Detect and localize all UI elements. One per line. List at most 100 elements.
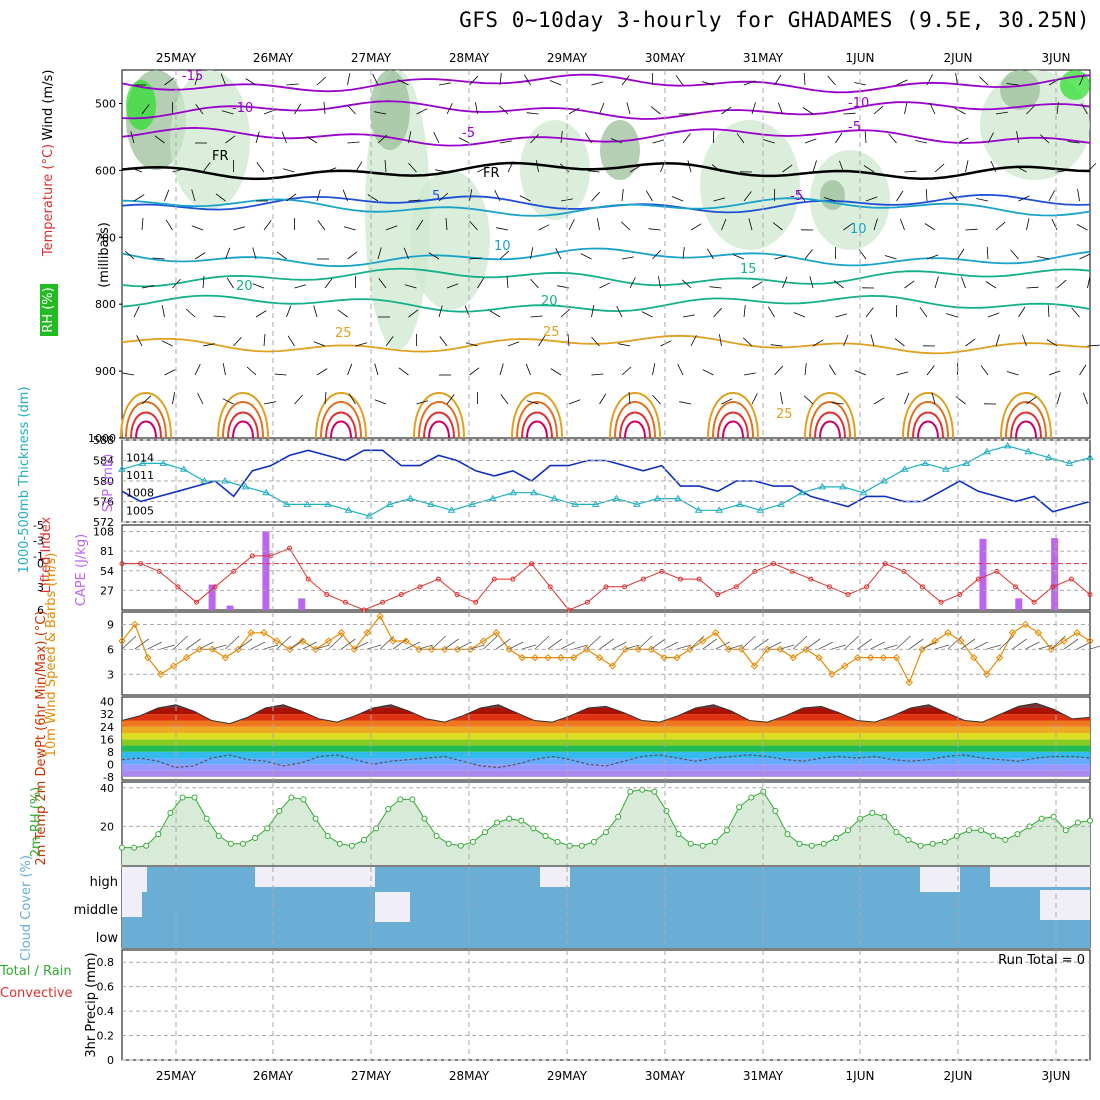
wind-barb-10-11 <box>446 394 455 405</box>
wind-barb-1-10 <box>164 369 176 376</box>
wind-point-14 <box>298 637 307 645</box>
wind-barb-25-2 <box>888 133 897 144</box>
wind-barb-30-4 <box>1048 190 1055 202</box>
bl-contour-0-2 <box>130 411 162 439</box>
rh-point-23 <box>397 796 404 803</box>
rh-point-46 <box>675 831 682 838</box>
slp-point-30 <box>735 500 744 507</box>
rh-point-10 <box>240 840 246 847</box>
wind-point-55 <box>828 670 836 678</box>
wind-point-68 <box>995 653 1004 662</box>
contour-label-1: -10 <box>232 101 253 116</box>
wind10m-barb-69 <box>1012 638 1027 650</box>
wind-barb-25-11 <box>904 392 910 405</box>
wind-barb-12-2 <box>499 140 512 144</box>
li-point-20 <box>491 576 497 582</box>
slp-point-7 <box>262 488 271 496</box>
wind10m-barb-52 <box>792 635 808 650</box>
wind-barb-26-5 <box>924 223 936 231</box>
wind-barb-6-4 <box>316 189 321 202</box>
wind10m-barb-8 <box>224 635 240 650</box>
wind-point-74 <box>1073 629 1081 637</box>
wind-barb-22-6 <box>804 249 813 260</box>
wind-barb-16-5 <box>620 221 631 231</box>
wind-barb-8-3 <box>384 159 387 173</box>
wind10m-barb-56 <box>844 635 860 650</box>
wind-barb-0-3 <box>130 167 143 173</box>
wind-barb-0-6 <box>124 250 135 260</box>
li-point-36 <box>789 568 795 574</box>
wind-barb-24-9 <box>870 334 875 347</box>
li-point-46 <box>975 576 981 582</box>
wind10m-barb-17 <box>341 638 356 650</box>
wind-barb-8-0 <box>372 74 379 86</box>
rh-point-44 <box>651 788 658 795</box>
wind-barb-2-0 <box>194 73 199 86</box>
wind10m-barb-42 <box>663 641 679 650</box>
ylabel-pressure: (millibars) <box>97 222 112 288</box>
temp-band-7 <box>122 726 1090 734</box>
wind-barb-22-9 <box>812 339 824 347</box>
date-bottom-28MAY: 28MAY <box>449 1069 490 1083</box>
wind-barb-30-8 <box>1047 304 1050 318</box>
wind-barb-7-3 <box>355 161 363 173</box>
li-point-23 <box>547 584 553 590</box>
wind-barb-26-0 <box>926 74 933 86</box>
isotherm-9 <box>121 334 1091 355</box>
wind-barb-3-1 <box>221 110 234 115</box>
date-top-29MAY: 29MAY <box>547 51 588 65</box>
slp-point-8 <box>282 500 291 507</box>
rh-point-69 <box>953 833 960 840</box>
slp-point-13 <box>385 500 394 507</box>
wind-barb-27-9 <box>965 338 976 347</box>
date-bottom-29MAY: 29MAY <box>547 1069 588 1083</box>
rh-point-2 <box>143 842 150 849</box>
rh-point-17 <box>324 833 331 840</box>
rh-point-18 <box>336 840 343 847</box>
rh-point-57 <box>808 842 815 849</box>
wind-barb-16-3 <box>629 165 641 173</box>
ylabel-thickness: 1000-500mb Thickness (dm) <box>17 386 32 573</box>
wind-point-21 <box>389 637 397 645</box>
wind-barb-3-9 <box>233 336 242 347</box>
wind-barb-24-1 <box>873 105 884 115</box>
temp-band-1 <box>122 764 1090 771</box>
wind-barb-6-3 <box>324 167 337 173</box>
wind-barb-23-0 <box>827 75 836 86</box>
wind10m-barb-29 <box>496 638 511 650</box>
wind-barb-11-6 <box>469 257 482 260</box>
contour-label-3: FR <box>212 149 229 164</box>
wind-barb-8-2 <box>377 134 388 144</box>
slp-point-43 <box>1003 441 1012 449</box>
wind-barb-17-1 <box>650 106 661 115</box>
wind-barb-23-2 <box>835 132 843 144</box>
wind-barb-25-1 <box>904 102 908 115</box>
wind-barb-31-10 <box>1079 364 1087 376</box>
wind-point-13 <box>286 645 294 654</box>
bl-contour-2-0 <box>315 392 367 439</box>
wind10m-barb-64 <box>947 635 963 650</box>
wind-barb-8-5 <box>385 225 398 231</box>
wind-barb-20-6 <box>732 254 745 260</box>
wind-barb-6-11 <box>324 391 327 405</box>
bl-contour-0-3 <box>135 420 157 439</box>
contour-label-9: 25 <box>335 326 352 341</box>
wind10m-barb-13 <box>289 638 305 650</box>
ylabel-temperature: Temperature (°C) <box>41 144 56 257</box>
wind-barb-2-6 <box>194 252 206 260</box>
series-wind-speed <box>121 614 1091 684</box>
wind-barb-27-0 <box>955 73 958 86</box>
wind-barb-24-5 <box>873 218 878 231</box>
series-temperature <box>121 702 1091 725</box>
slp-point-31 <box>756 506 765 513</box>
wind-barb-5-11 <box>294 394 303 405</box>
wind-barb-26-7 <box>934 276 939 289</box>
rh-point-70 <box>966 827 972 834</box>
wind-barb-11-3 <box>477 166 489 173</box>
rh-point-66 <box>917 842 924 849</box>
wind-point-40 <box>634 645 642 654</box>
slp-point-25 <box>633 500 641 507</box>
wind-point-56 <box>841 662 849 670</box>
bl-contour-8-0 <box>902 392 954 439</box>
wind-barb-26-11 <box>931 392 936 405</box>
